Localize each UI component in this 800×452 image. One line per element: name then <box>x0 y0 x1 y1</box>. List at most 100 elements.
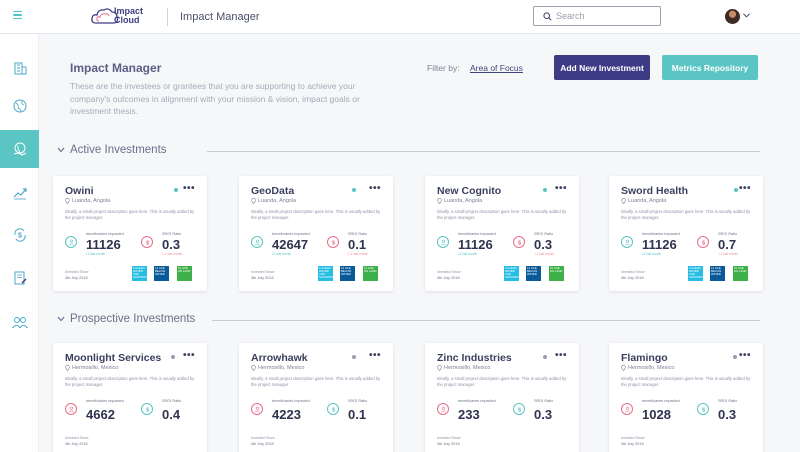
beneficiaries-value: 11126 <box>86 237 121 252</box>
investment-card[interactable]: Moonlight Services ••• Hermosillo, Mexico I… <box>53 343 207 452</box>
sdg-label: 14 LIFE BELOW WATER <box>711 266 722 276</box>
invested-since-date: 4th July 2018 <box>437 276 460 280</box>
sroi-icon: $ <box>697 403 709 415</box>
location-text: Luanda, Angola <box>72 198 111 204</box>
beneficiaries-icon <box>437 236 449 248</box>
sroi-icon: $ <box>513 236 525 248</box>
more-options-icon[interactable]: ••• <box>182 183 195 194</box>
beneficiaries-value: 233 <box>458 407 480 422</box>
status-dot <box>174 188 178 192</box>
sroi-label: SROI Ratio <box>348 399 368 403</box>
section-title: Prospective Investments <box>70 313 196 325</box>
menu-icon[interactable] <box>13 11 22 20</box>
sroi-change: 1.1 last month <box>162 252 183 256</box>
beneficiaries-change: 12 last month <box>642 252 662 256</box>
sidebar-item-trends[interactable] <box>0 174 39 212</box>
sdg-label: 6 CLEAN WATER AND SANITATION <box>133 266 147 279</box>
chevron-down-icon[interactable] <box>57 316 65 322</box>
prospective-investments-header[interactable]: Prospective Investments <box>57 313 760 327</box>
card-description: Ideally, a small project description goe… <box>437 209 567 220</box>
more-options-icon[interactable]: ••• <box>368 350 381 361</box>
svg-text:$: $ <box>517 407 520 412</box>
investment-card[interactable]: GeoData ••• Luanda, Angola Ideally, a small… <box>239 176 393 291</box>
metrics-repository-button[interactable]: Metrics Repository <box>662 55 758 80</box>
card-title[interactable]: Arrowhawk <box>251 352 308 364</box>
status-dot <box>734 188 738 192</box>
card-title[interactable]: New Cognito <box>437 185 502 197</box>
sroi-value: 0.3 <box>718 407 737 422</box>
more-options-icon[interactable]: ••• <box>738 350 751 361</box>
card-title[interactable]: Flamingo <box>621 352 668 364</box>
sdg-badge[interactable]: 14 LIFE BELOW WATER <box>154 266 169 281</box>
card-title[interactable]: Owini <box>65 185 94 197</box>
investment-card[interactable]: Sword Health ••• Luanda, Angola Ideally, a … <box>609 176 763 291</box>
investment-card[interactable]: Arrowhawk ••• Hermosillo, Mexico Ideally, a… <box>239 343 393 452</box>
sidebar-item-documents[interactable] <box>0 259 39 297</box>
beneficiaries-icon <box>621 403 633 415</box>
sdg-badge[interactable]: 14 LIFE BELOW WATER <box>526 266 541 281</box>
more-options-icon[interactable]: ••• <box>368 183 381 194</box>
sroi-change: 1.1 last month <box>534 252 555 256</box>
invested-since-date: 4th July 2018 <box>65 442 88 446</box>
user-avatar[interactable] <box>725 9 740 24</box>
chevron-down-icon[interactable] <box>743 13 750 18</box>
sdg-badge[interactable]: 15 LIFE ON LAND <box>363 266 378 281</box>
card-description: Ideally, a small project description goe… <box>251 209 381 220</box>
sdg-badge[interactable]: 15 LIFE ON LAND <box>177 266 192 281</box>
sroi-value: 0.1 <box>348 407 367 422</box>
sdg-badge[interactable]: 6 CLEAN WATER AND SANITATION <box>504 266 519 281</box>
sidebar-item-buildings[interactable] <box>0 49 39 87</box>
search-input[interactable] <box>556 9 656 23</box>
sdg-badge[interactable]: 14 LIFE BELOW WATER <box>710 266 725 281</box>
sroi-value: 0.3 <box>162 237 181 252</box>
chevron-down-icon[interactable] <box>57 147 65 153</box>
more-options-icon[interactable]: ••• <box>182 350 195 361</box>
dollar-cycle-icon: $ <box>13 228 26 242</box>
investment-card[interactable]: New Cognito ••• Luanda, Angola Ideally, a s… <box>425 176 579 291</box>
investment-card[interactable]: Flamingo ••• Hermosillo, Mexico Ideally, a … <box>609 343 763 452</box>
document-edit-icon <box>14 271 26 285</box>
beneficiaries-value: 42647 <box>272 237 309 252</box>
sidebar-item-world-hand[interactable] <box>0 130 39 168</box>
card-title[interactable]: Moonlight Services <box>65 352 162 364</box>
top-bar: Impact Cloud Impact Manager <box>0 0 800 34</box>
add-new-investment-button[interactable]: Add New Investment <box>554 55 650 80</box>
sidebar: $ <box>0 34 39 452</box>
search-box[interactable] <box>533 6 661 26</box>
sdg-badge[interactable]: 15 LIFE ON LAND <box>733 266 748 281</box>
investment-card[interactable]: Owini ••• Luanda, Angola Ideally, a small p… <box>53 176 207 291</box>
more-options-icon[interactable]: ••• <box>554 183 567 194</box>
card-title[interactable]: Zinc Industries <box>437 352 512 364</box>
more-options-icon[interactable]: ••• <box>738 183 751 194</box>
card-title[interactable]: GeoData <box>251 185 295 197</box>
sdg-badge[interactable]: 6 CLEAN WATER AND SANITATION <box>318 266 333 281</box>
sdg-badge[interactable]: 6 CLEAN WATER AND SANITATION <box>688 266 703 281</box>
sroi-value: 0.3 <box>534 237 553 252</box>
filter-area-of-focus-link[interactable]: Area of Focus <box>470 63 523 73</box>
sidebar-item-finance[interactable]: $ <box>0 216 39 254</box>
section-title: Active Investments <box>70 144 167 156</box>
location-text: Hermosillo, Mexico <box>72 365 119 371</box>
sroi-label: SROI Ratio <box>348 232 368 236</box>
sdg-badge[interactable]: 15 LIFE ON LAND <box>549 266 564 281</box>
sdg-label: 6 CLEAN WATER AND SANITATION <box>319 266 333 279</box>
sroi-label: SROI Ratio <box>718 399 738 403</box>
active-investments-header[interactable]: Active Investments <box>57 144 760 158</box>
card-title[interactable]: Sword Health <box>621 185 689 197</box>
sidebar-item-people[interactable] <box>0 303 39 341</box>
sidebar-item-globe[interactable] <box>0 87 39 125</box>
more-options-icon[interactable]: ••• <box>554 350 567 361</box>
location-pin-icon <box>621 198 626 204</box>
logo-text: Impact Cloud <box>114 6 144 25</box>
impact-cloud-logo[interactable]: Impact Cloud <box>90 4 152 28</box>
search-icon <box>543 12 552 21</box>
svg-text:$: $ <box>18 233 22 240</box>
sdg-label: 6 CLEAN WATER AND SANITATION <box>505 266 519 279</box>
sroi-icon: $ <box>513 403 525 415</box>
invested-since-date: 4th July 2018 <box>621 442 644 446</box>
sdg-badge[interactable]: 6 CLEAN WATER AND SANITATION <box>132 266 147 281</box>
location-pin-icon <box>251 365 256 371</box>
sdg-badge[interactable]: 14 LIFE BELOW WATER <box>340 266 355 281</box>
investment-card[interactable]: Zinc Industries ••• Hermosillo, Mexico Idea… <box>425 343 579 452</box>
card-location: Luanda, Angola <box>437 198 482 204</box>
